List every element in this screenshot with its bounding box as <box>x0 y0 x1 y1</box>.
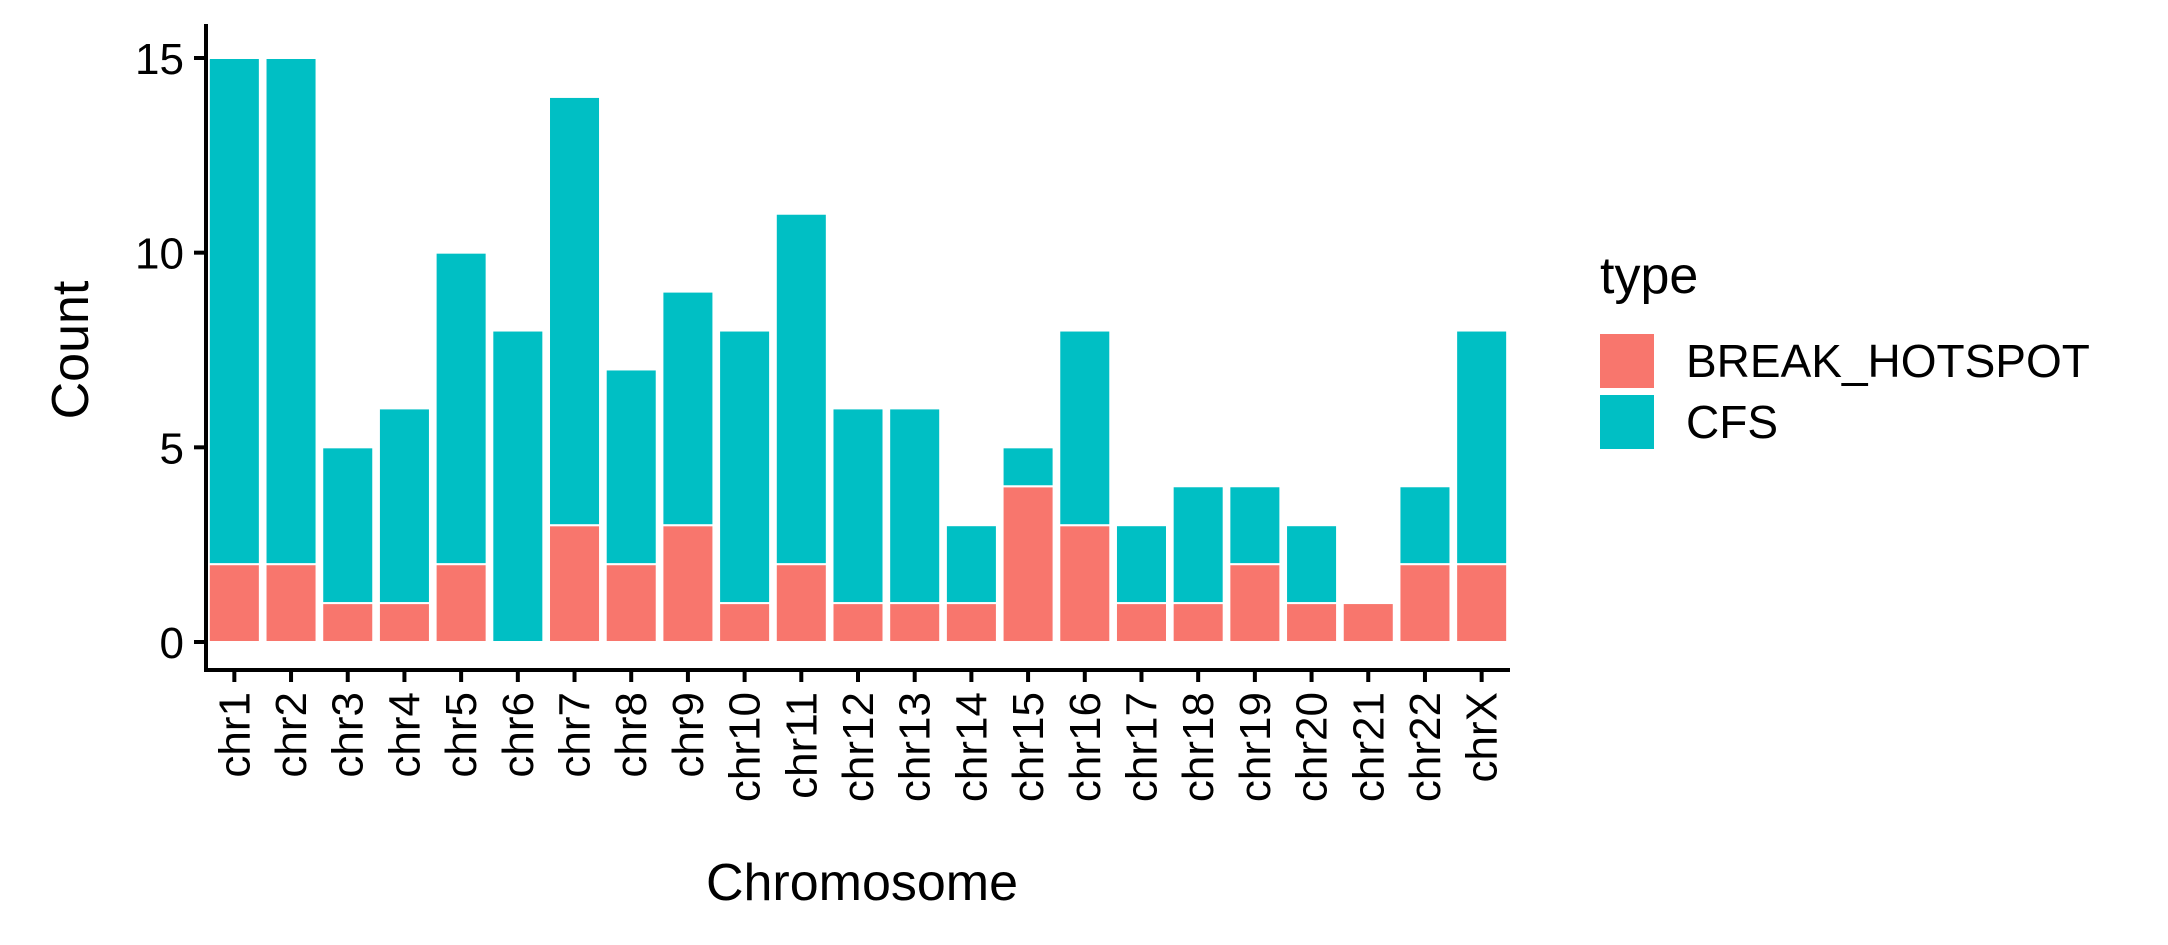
bar-cfs-chr13 <box>888 407 942 605</box>
bar-break-hotspot-chr9 <box>661 524 715 644</box>
x-tick-label-chr7: chr7 <box>551 692 600 778</box>
legend-items: BREAK_HOTSPOT CFS <box>1600 334 2090 449</box>
bar-break-hotspot-chr22 <box>1398 563 1452 644</box>
bar-cfs-chr7 <box>548 95 602 527</box>
y-axis-ticks: 0 5 10 15 <box>135 35 206 668</box>
bars-layer <box>207 57 1509 644</box>
bar-break-hotspot-chr19 <box>1228 563 1282 644</box>
legend-swatch-break-hotspot <box>1600 334 1654 388</box>
x-tick-label-chrX: chrX <box>1458 692 1507 782</box>
bar-break-hotspot-chr21 <box>1341 602 1395 643</box>
x-tick-label-chr9: chr9 <box>664 692 713 778</box>
y-tick-label-0: 0 <box>160 619 184 668</box>
y-tick-label-5: 5 <box>160 424 184 473</box>
bar-cfs-chr17 <box>1114 524 1168 605</box>
bar-break-hotspot-chrX <box>1455 563 1509 644</box>
bar-cfs-chr18 <box>1171 485 1225 605</box>
bar-break-hotspot-chr7 <box>548 524 602 644</box>
bar-cfs-chr14 <box>944 524 998 605</box>
x-tick-label-chr22: chr22 <box>1401 692 1450 802</box>
x-tick-label-chr4: chr4 <box>380 692 429 778</box>
legend-title: type <box>1600 247 1698 305</box>
y-tick-label-15: 15 <box>135 35 184 84</box>
bar-break-hotspot-chr2 <box>264 563 318 644</box>
bar-cfs-chr15 <box>1001 446 1055 488</box>
bar-cfs-chr16 <box>1058 329 1112 527</box>
bar-break-hotspot-chr4 <box>377 602 431 643</box>
x-tick-label-chr17: chr17 <box>1117 692 1166 802</box>
x-axis-ticks: chr1 chr2 chr3 chr4 chr5 chr6 chr7 chr8 chr9 chr1… <box>210 670 1507 802</box>
x-tick-label-chr19: chr19 <box>1231 692 1280 802</box>
bar-cfs-chr2 <box>264 57 318 566</box>
bar-break-hotspot-chr16 <box>1058 524 1112 644</box>
x-tick-label-chr13: chr13 <box>891 692 940 802</box>
bar-cfs-chr9 <box>661 290 715 527</box>
x-tick-label-chr10: chr10 <box>721 692 770 802</box>
bar-cfs-chr3 <box>321 446 375 605</box>
legend: type BREAK_HOTSPOT CFS <box>1600 247 2090 449</box>
bar-cfs-chr12 <box>831 407 885 605</box>
bar-cfs-chr10 <box>718 329 772 605</box>
x-tick-label-chr20: chr20 <box>1288 692 1337 802</box>
bar-cfs-chr6 <box>491 329 545 643</box>
bar-cfs-chr5 <box>434 251 488 566</box>
bar-break-hotspot-chr18 <box>1171 602 1225 643</box>
x-tick-label-chr11: chr11 <box>777 692 826 799</box>
bar-cfs-chr19 <box>1228 485 1282 566</box>
bar-cfs-chr22 <box>1398 485 1452 566</box>
x-tick-label-chr8: chr8 <box>607 692 656 778</box>
bar-break-hotspot-chr15 <box>1001 485 1055 643</box>
bar-break-hotspot-chr10 <box>718 602 772 643</box>
x-axis-title: Chromosome <box>706 854 1018 912</box>
y-tick-label-10: 10 <box>135 230 184 279</box>
y-axis-title: Count <box>42 280 100 419</box>
bar-cfs-chr20 <box>1285 524 1339 605</box>
bar-break-hotspot-chr1 <box>207 563 261 644</box>
x-tick-label-chr6: chr6 <box>494 692 543 778</box>
x-tick-label-chr16: chr16 <box>1061 692 1110 802</box>
bar-break-hotspot-chr20 <box>1285 602 1339 643</box>
x-tick-label-chr2: chr2 <box>267 692 316 778</box>
x-tick-label-chr18: chr18 <box>1174 692 1223 802</box>
x-tick-label-chr1: chr1 <box>210 692 259 778</box>
bar-cfs-chr11 <box>774 212 828 566</box>
bar-cfs-chr1 <box>207 57 261 566</box>
x-tick-label-chr21: chr21 <box>1344 692 1393 802</box>
x-tick-label-chr14: chr14 <box>947 692 996 802</box>
bar-cfs-chrX <box>1455 329 1509 566</box>
bar-break-hotspot-chr17 <box>1114 602 1168 643</box>
bar-break-hotspot-chr5 <box>434 563 488 644</box>
bar-cfs-chr4 <box>377 407 431 605</box>
bar-break-hotspot-chr3 <box>321 602 375 643</box>
x-tick-label-chr3: chr3 <box>324 692 373 778</box>
bar-cfs-chr8 <box>604 368 658 566</box>
bar-break-hotspot-chr12 <box>831 602 885 643</box>
bar-break-hotspot-chr14 <box>944 602 998 643</box>
legend-label-break-hotspot: BREAK_HOTSPOT <box>1686 335 2090 387</box>
x-tick-label-chr12: chr12 <box>834 692 883 802</box>
x-tick-label-chr15: chr15 <box>1004 692 1053 802</box>
bar-break-hotspot-chr8 <box>604 563 658 644</box>
legend-label-cfs: CFS <box>1686 396 1778 448</box>
legend-swatch-cfs <box>1600 395 1654 449</box>
bar-break-hotspot-chr13 <box>888 602 942 643</box>
x-tick-label-chr5: chr5 <box>437 692 486 778</box>
bar-break-hotspot-chr11 <box>774 563 828 644</box>
